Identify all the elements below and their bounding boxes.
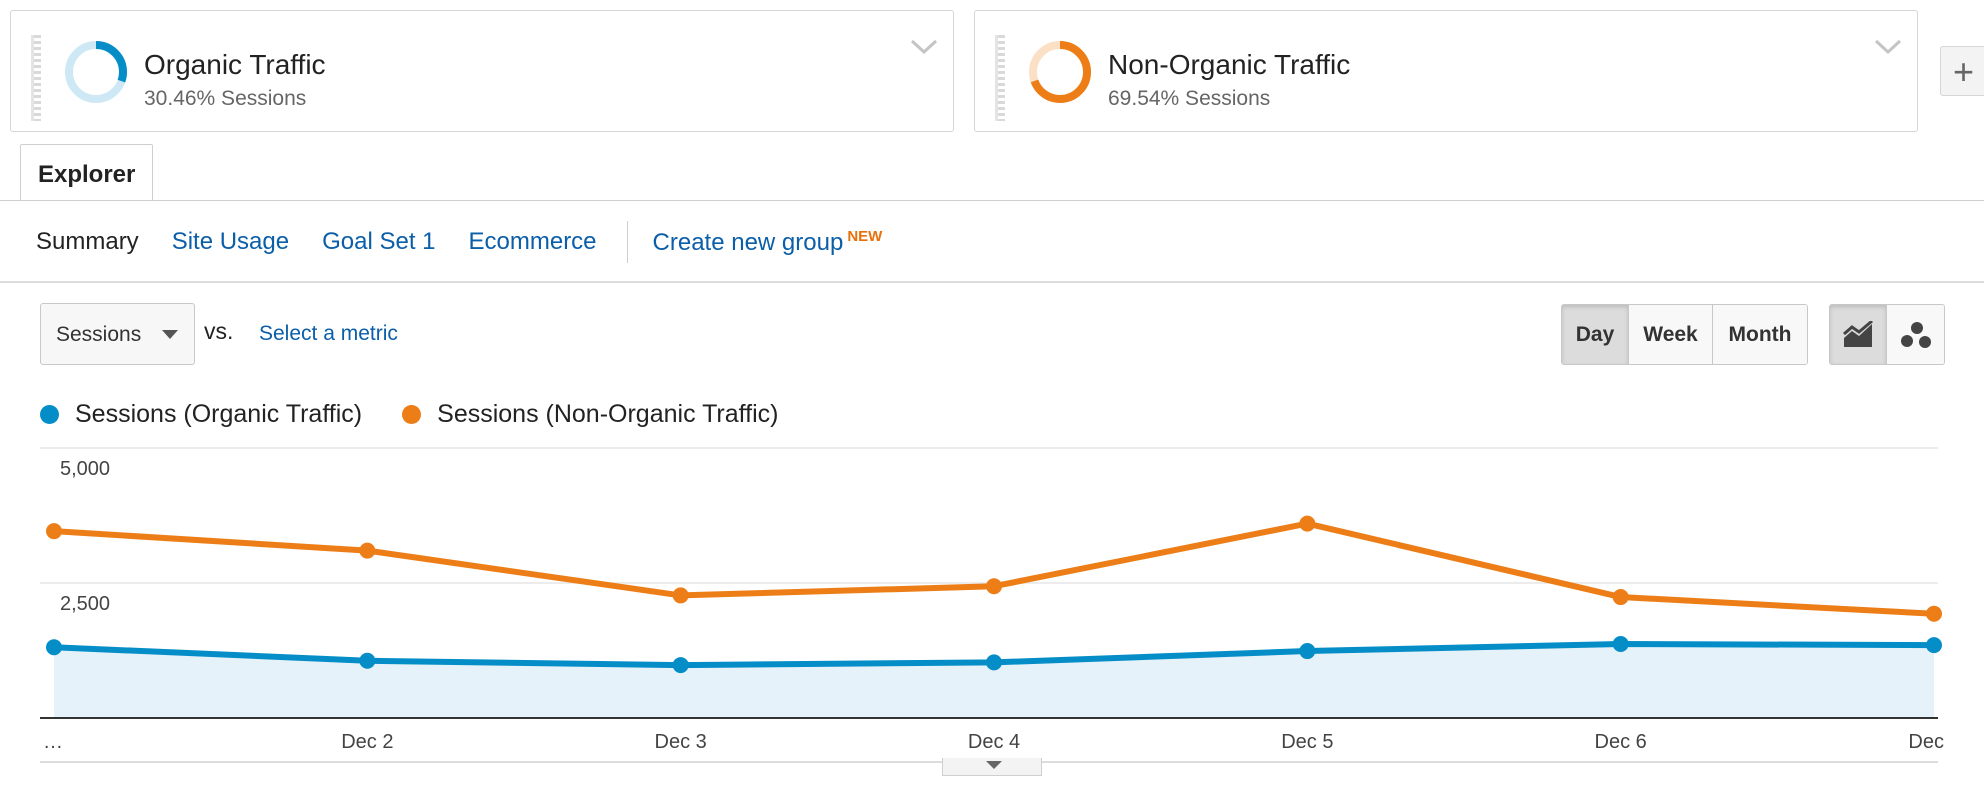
create-new-group-link[interactable]: Create new group NEW — [653, 228, 883, 257]
new-badge: NEW — [847, 227, 883, 245]
motion-chart-icon — [1900, 321, 1931, 348]
subtab-ecommerce[interactable]: Ecommerce — [468, 228, 597, 255]
collapse-chart-handle[interactable] — [942, 758, 1042, 776]
x-tick-label: Dec — [1908, 731, 1944, 753]
segment-card-organic[interactable]: Organic Traffic 30.46% Sessions — [10, 10, 954, 132]
metric-dropdown[interactable]: Sessions — [40, 303, 195, 365]
x-tick-label: Dec 6 — [1595, 731, 1647, 753]
create-new-group-label: Create new group — [652, 228, 844, 256]
donut-chart-icon — [65, 41, 127, 103]
divider — [0, 281, 1984, 283]
data-point — [1612, 589, 1629, 606]
legend-item-non-organic[interactable]: Sessions (Non-Organic Traffic) — [402, 400, 778, 429]
vs-label: vs. — [204, 318, 234, 344]
x-tick-label: Dec 2 — [341, 731, 393, 753]
legend-dot — [402, 405, 422, 424]
segment-subtitle: 30.46% Sessions — [144, 87, 307, 110]
data-point — [1299, 515, 1316, 532]
divider — [626, 221, 628, 263]
x-tick-label: Dec 4 — [968, 731, 1020, 753]
period-day-button[interactable]: Day — [1562, 305, 1629, 364]
donut-chart-icon — [1029, 41, 1091, 103]
drag-handle[interactable] — [995, 35, 1005, 121]
caret-down-icon — [986, 761, 1002, 769]
data-point — [1612, 636, 1629, 653]
sessions-line-chart: 5,000 2,500 … Dec 2 Dec 3 Dec 4 Dec 5 Dec 6 Dec — [0, 440, 1984, 798]
legend-item-organic[interactable]: Sessions (Organic Traffic) — [40, 400, 362, 429]
segment-title: Organic Traffic — [144, 49, 326, 80]
legend-label: Sessions (Non-Organic Traffic) — [437, 400, 779, 428]
motion-chart-button[interactable] — [1887, 305, 1944, 364]
data-point — [672, 587, 689, 604]
data-point — [986, 578, 1002, 595]
x-tick-label: Dec 5 — [1281, 731, 1333, 753]
period-week-button[interactable]: Week — [1629, 305, 1713, 364]
data-point — [1926, 605, 1942, 622]
tab-explorer[interactable]: Explorer — [20, 144, 153, 201]
data-point — [46, 639, 62, 656]
data-point — [1926, 637, 1942, 654]
chart-canvas: 5,000 2,500 … Dec 2 Dec 3 Dec 4 Dec 5 Dec 6 Dec — [40, 447, 1944, 763]
line-chart-icon — [1843, 320, 1873, 347]
y-tick-label: 5,000 — [60, 458, 110, 480]
data-point — [359, 542, 376, 559]
chart-type-toggle — [1829, 304, 1945, 365]
select-metric-link[interactable]: Select a metric — [259, 322, 398, 345]
segment-subtitle: 69.54% Sessions — [1108, 87, 1271, 110]
metric-dropdown-value: Sessions — [56, 323, 142, 346]
data-point — [359, 652, 376, 669]
x-tick-label: … — [43, 731, 63, 753]
series-area — [54, 644, 1934, 718]
legend-dot — [40, 405, 59, 424]
period-toggle: Day Week Month — [1561, 304, 1808, 365]
drag-handle[interactable] — [31, 35, 41, 121]
caret-down-icon — [162, 330, 178, 339]
x-tick-label: Dec 3 — [655, 731, 707, 753]
data-point — [1299, 643, 1316, 660]
divider — [0, 200, 1984, 201]
segment-card-non-organic[interactable]: Non-Organic Traffic 69.54% Sessions — [974, 10, 1918, 132]
series-line — [53, 520, 1935, 617]
donut-share-arc — [65, 41, 127, 103]
data-point — [672, 657, 689, 674]
chevron-down-icon[interactable] — [1873, 37, 1903, 57]
subtab-summary[interactable]: Summary — [36, 228, 139, 255]
subtab-goal-set-1[interactable]: Goal Set 1 — [322, 228, 436, 255]
add-segment-button[interactable]: + — [1940, 46, 1984, 96]
plus-icon: + — [1953, 51, 1975, 92]
chevron-down-icon[interactable] — [909, 37, 939, 57]
period-month-button[interactable]: Month — [1713, 305, 1807, 364]
subtab-site-usage[interactable]: Site Usage — [171, 228, 290, 255]
donut-share-arc — [1029, 41, 1091, 103]
line-chart-button[interactable] — [1830, 305, 1888, 364]
legend-label: Sessions (Organic Traffic) — [75, 400, 363, 428]
data-point — [46, 523, 62, 540]
chart-legend: Sessions (Organic Traffic) Sessions (Non… — [40, 400, 818, 429]
segment-title: Non-Organic Traffic — [1108, 49, 1351, 80]
subtab-bar: Summary Site Usage Goal Set 1 Ecommerce … — [36, 221, 915, 263]
y-tick-label: 2,500 — [60, 593, 110, 615]
data-point — [986, 654, 1002, 671]
